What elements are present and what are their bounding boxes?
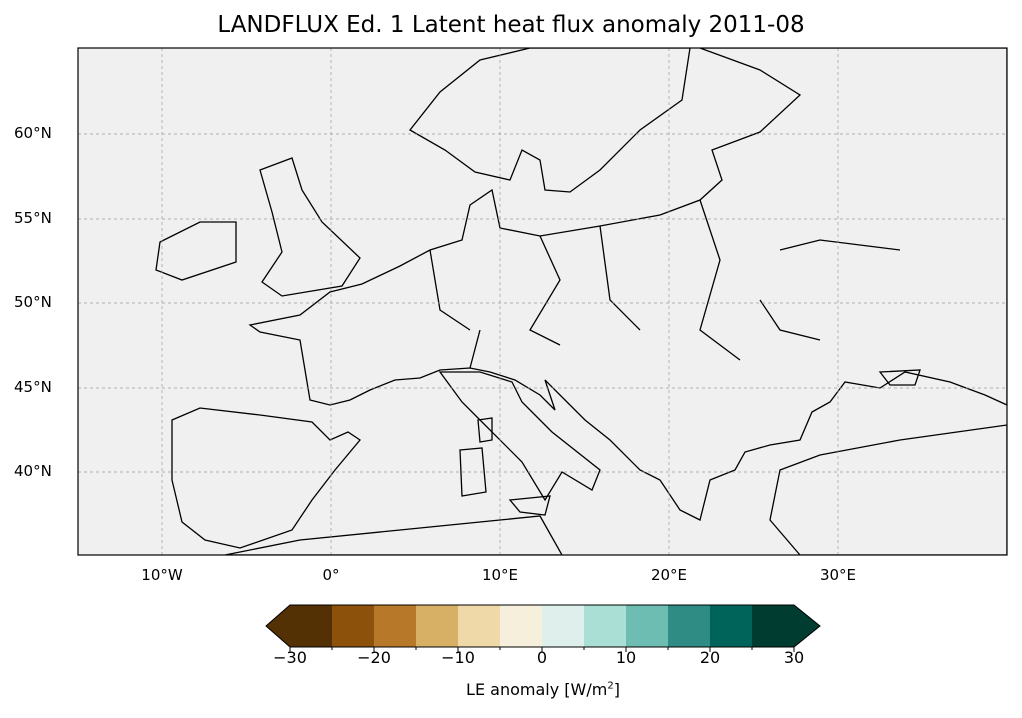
lon-label-10w: 10°W <box>141 566 183 584</box>
lon-label-20e: 20°E <box>650 566 688 584</box>
colorbar-bin <box>374 605 417 647</box>
colorbar-bin <box>542 605 585 647</box>
ocean <box>78 48 1007 555</box>
colorbar-bin <box>668 605 711 647</box>
colorbar-tick-label: −30 <box>273 648 307 667</box>
colorbar-tick-label: 0 <box>536 648 548 667</box>
colorbar-extend-low <box>266 605 290 647</box>
lat-label-50n: 50°N <box>14 293 52 311</box>
colorbar-tick-label: 20 <box>699 648 721 667</box>
colorbar <box>265 604 821 652</box>
colorbar-extend-high <box>794 605 820 647</box>
colorbar-bin <box>458 605 501 647</box>
colorbar-bin <box>710 605 753 647</box>
colorbar-bin <box>500 605 543 647</box>
lat-label-45n: 45°N <box>14 378 52 396</box>
lat-label-40n: 40°N <box>14 462 52 480</box>
colorbar-bin <box>584 605 627 647</box>
colorbar-bin <box>332 605 375 647</box>
graticule <box>78 48 1007 555</box>
colorbar-bin <box>752 605 795 647</box>
lon-label-0: 0° <box>322 566 340 584</box>
colorbar-tick-label: 10 <box>615 648 637 667</box>
axes-frame <box>77 47 1008 556</box>
colorbar-bin <box>626 605 669 647</box>
lat-label-55n: 55°N <box>14 209 52 227</box>
coastlines <box>155 48 1007 555</box>
map-title: LANDFLUX Ed. 1 Latent heat flux anomaly … <box>217 12 805 38</box>
lon-label-30e: 30°E <box>819 566 857 584</box>
colorbar-label: LE anomaly [W/m2] <box>0 680 1022 699</box>
lon-label-10e: 10°E <box>481 566 519 584</box>
colorbar-label-close: ] <box>613 680 620 699</box>
colorbar-label-sup: 2 <box>607 680 614 692</box>
colorbar-bin <box>290 605 333 647</box>
colorbar-tick-label: 30 <box>783 648 805 667</box>
colorbar-label-text: LE anomaly [W/m <box>466 680 608 699</box>
colorbar-tick-label: −10 <box>441 648 475 667</box>
lat-label-60n: 60°N <box>14 124 52 142</box>
map-axes <box>78 48 1007 555</box>
colorbar-tick-label: −20 <box>357 648 391 667</box>
colorbar-bin <box>416 605 459 647</box>
